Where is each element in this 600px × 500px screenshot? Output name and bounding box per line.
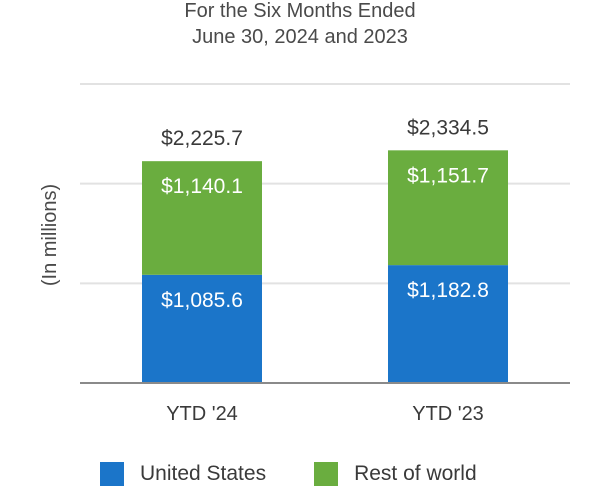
legend-label-united-states: United States [140, 462, 267, 485]
legend-item-united-states: United States [100, 462, 266, 486]
x-tick-label: YTD '23 [412, 403, 484, 425]
chart-subtitle: June 30, 2024 and 2023 [192, 26, 408, 48]
legend-item-rest-of-world: Rest of world [314, 462, 477, 486]
y-axis-label: (In millions) [39, 184, 61, 286]
data-label-rest-of-world: $1,140.1 [161, 175, 243, 198]
data-label-rest-of-world: $1,151.7 [407, 164, 489, 187]
x-tick-label: YTD '24 [166, 403, 238, 425]
data-label-united-states: $1,182.8 [407, 279, 489, 302]
data-label-united-states: $1,085.6 [161, 289, 243, 312]
bar-united-states [388, 265, 508, 383]
stacked-bar-chart: (In millions) $1,085.6 $1,140.1 $2,225.7 YTD… [39, 83, 570, 425]
legend-swatch-united-states [100, 462, 124, 486]
bar-united-states [142, 274, 262, 383]
legend-label-rest-of-world: Rest of world [354, 462, 477, 485]
total-label: $2,334.5 [407, 116, 489, 139]
bar-rest-of-world [142, 161, 262, 275]
bar-rest-of-world [388, 150, 508, 266]
legend: United States Rest of world [100, 462, 525, 486]
chart-title: For the Six Months Ended [184, 0, 416, 22]
total-label: $2,225.7 [161, 127, 243, 150]
legend-swatch-rest-of-world [314, 462, 339, 486]
